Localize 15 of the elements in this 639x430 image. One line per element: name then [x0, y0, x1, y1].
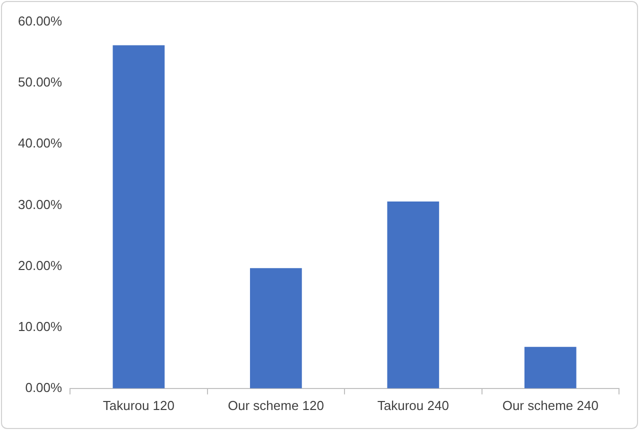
y-tick-label: 30.00% [18, 196, 63, 212]
y-tick-label: 0.00% [25, 380, 63, 395]
x-tick-label: Our scheme 120 [228, 398, 324, 413]
x-tick-label: Our scheme 240 [502, 398, 598, 413]
bar [112, 45, 165, 388]
bar [387, 202, 440, 388]
y-tick-label: 50.00% [18, 74, 63, 90]
bar [524, 346, 576, 388]
y-tick-label: 40.00% [18, 136, 63, 151]
x-tick-label: Takurou 120 [102, 398, 174, 413]
y-tick-label: 10.00% [18, 318, 63, 334]
y-tick-label: 20.00% [18, 258, 63, 273]
bar [250, 268, 302, 388]
x-tick-label: Takurou 240 [377, 398, 449, 413]
y-tick-label: 60.00% [18, 14, 63, 29]
